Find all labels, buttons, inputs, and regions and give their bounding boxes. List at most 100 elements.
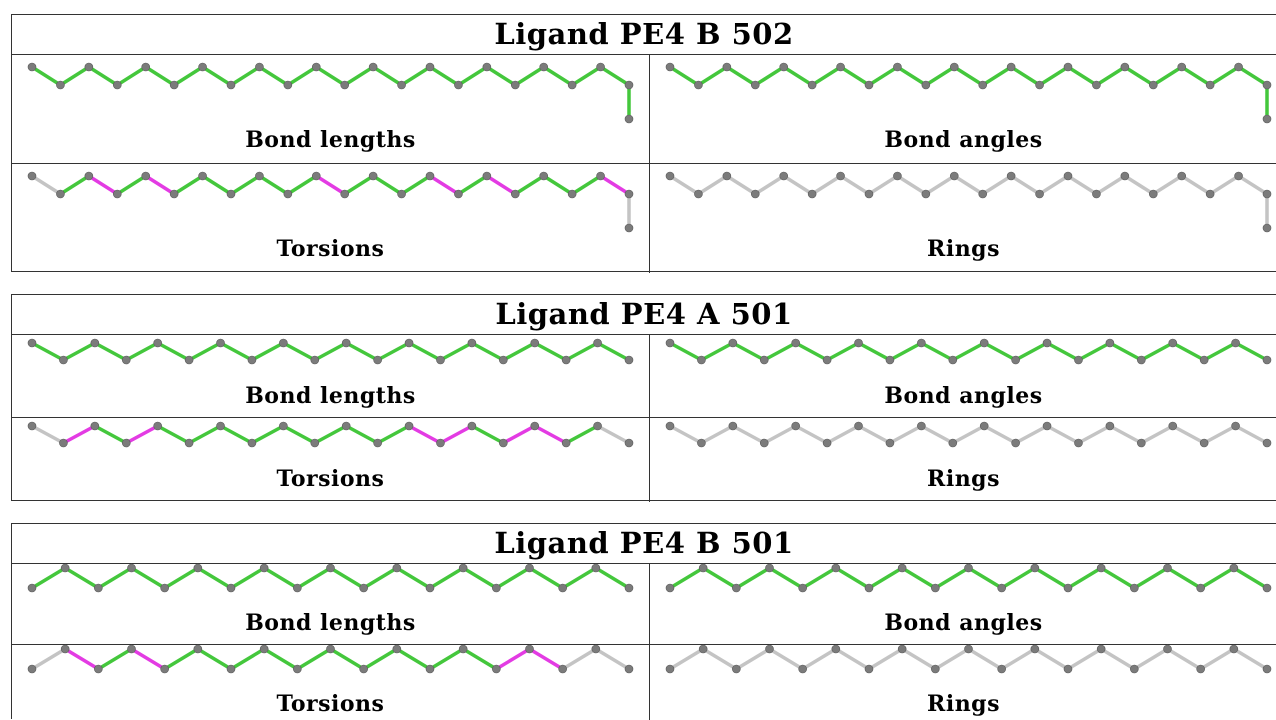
atom: [1006, 62, 1016, 72]
atom: [885, 355, 895, 365]
cell-label: Torsions: [276, 236, 385, 262]
atom: [1035, 189, 1044, 199]
bond-ok: [155, 341, 191, 362]
atom: [1168, 338, 1178, 348]
bond-ok: [793, 341, 829, 362]
atom: [1096, 644, 1106, 654]
bond-neutral: [1009, 174, 1042, 196]
bond-neutral: [1202, 424, 1238, 445]
atom: [1063, 171, 1073, 181]
bond-ok: [314, 65, 347, 87]
bond-ok: [1151, 65, 1184, 87]
atom: [60, 563, 70, 573]
atom: [530, 421, 540, 431]
bond-ok: [1066, 566, 1103, 590]
atom: [897, 644, 907, 654]
bond-ok: [124, 341, 160, 362]
atom: [492, 583, 501, 593]
bond-neutral: [30, 647, 67, 671]
bond-outlier: [143, 174, 176, 196]
cell-label: Bond lengths: [245, 383, 416, 409]
atom: [596, 62, 605, 72]
bond-ok: [281, 424, 317, 445]
bond-ok: [428, 65, 461, 87]
bond-ok: [428, 647, 465, 671]
atom: [831, 563, 841, 573]
atom: [558, 583, 567, 593]
atom: [1030, 644, 1040, 654]
bond-neutral: [1233, 424, 1269, 445]
bond-ok: [342, 65, 375, 87]
atom: [854, 338, 863, 348]
bond-neutral: [1132, 647, 1170, 671]
atom: [259, 644, 269, 654]
atom: [1262, 80, 1272, 90]
atom: [247, 355, 257, 365]
atom: [326, 644, 335, 654]
bond-outlier: [124, 424, 160, 445]
atom: [949, 62, 959, 72]
bond-ok: [162, 566, 200, 590]
atom: [1177, 171, 1187, 181]
bond-neutral: [762, 424, 798, 445]
bond-ok: [570, 174, 603, 196]
bond-ok: [250, 341, 286, 362]
bond-ok: [395, 566, 432, 590]
atom: [1229, 563, 1239, 573]
atom: [1262, 355, 1272, 365]
bond-ok: [867, 566, 904, 590]
atom: [359, 664, 368, 674]
bond-ok: [999, 566, 1037, 590]
bond-ok: [532, 341, 568, 362]
atom: [499, 438, 508, 448]
bond-ok: [699, 341, 735, 362]
ligand-panel-pe4-b-501: Ligand PE4 B 501 Bond lengths Bond angle…: [11, 523, 1276, 720]
bond-ok: [172, 174, 205, 196]
atom: [921, 189, 931, 199]
bond-ok: [1108, 341, 1144, 362]
atom: [1120, 62, 1130, 72]
bond-ok: [96, 647, 134, 671]
atom: [425, 171, 435, 181]
atom: [593, 338, 602, 348]
bond-ok: [1009, 65, 1042, 87]
atom: [1262, 114, 1272, 124]
atom: [153, 338, 162, 348]
atom: [665, 171, 675, 181]
bond-ok: [1045, 341, 1081, 362]
atom: [665, 583, 675, 593]
bond-ok: [375, 341, 411, 362]
atom: [525, 644, 534, 654]
divider: [12, 417, 1276, 418]
atom: [1105, 421, 1115, 431]
atom: [436, 438, 445, 448]
bond-ok: [250, 424, 286, 445]
bond-ok: [456, 174, 489, 196]
panel-title: Ligand PE4 B 501: [494, 526, 794, 560]
molecule-diagram: [27, 171, 634, 233]
bond-ok: [668, 65, 701, 87]
bond-ok: [399, 174, 432, 196]
bond-ok: [286, 65, 319, 87]
bond-neutral: [951, 424, 986, 445]
atom: [326, 563, 335, 573]
bond-ok: [93, 341, 129, 362]
atom: [492, 664, 501, 674]
atom: [279, 338, 288, 348]
bond-ok: [229, 174, 262, 196]
atom: [1042, 421, 1052, 431]
atom: [561, 355, 571, 365]
atom: [341, 421, 351, 431]
atom: [948, 355, 958, 365]
atom: [1231, 338, 1240, 348]
rings-cell: Rings: [650, 164, 1276, 273]
atom: [373, 355, 382, 365]
atom: [425, 62, 435, 72]
atom: [283, 189, 293, 199]
atom: [1063, 664, 1073, 674]
atom: [84, 62, 94, 72]
bond-ok: [229, 647, 266, 671]
atom: [27, 664, 37, 674]
bond-ok: [900, 566, 938, 590]
bond-ok: [731, 341, 767, 362]
